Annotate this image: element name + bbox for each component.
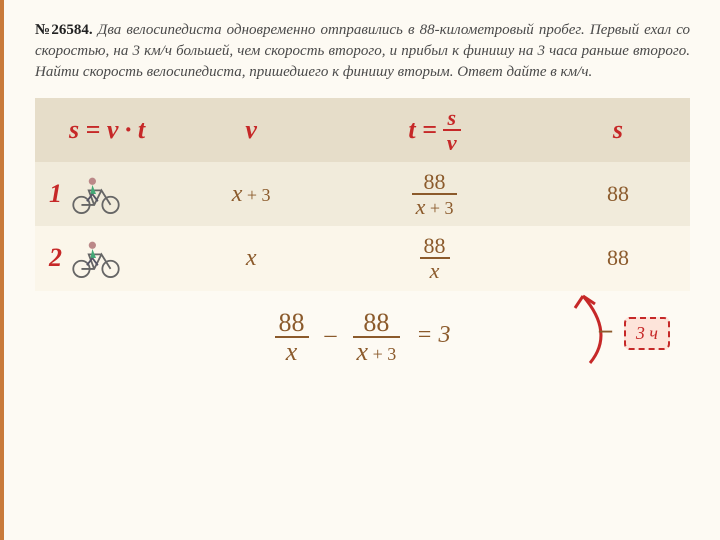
row2-label: 2	[49, 243, 62, 273]
eq-f2-den: x + 3	[353, 338, 401, 365]
row1-time-fraction: 88 x + 3	[412, 170, 458, 218]
row1-label: 1	[49, 179, 62, 209]
row1-t-num: 88	[412, 170, 458, 195]
row1-t-den: x + 3	[412, 195, 458, 218]
time-diff-badge: 3 ч	[624, 317, 670, 350]
eq-f1-den: x	[275, 338, 309, 365]
eq-f2-den-var: x	[357, 337, 369, 366]
cyclist-icon	[68, 238, 124, 278]
table-header-row: s = v · t v t = s v s	[35, 98, 690, 162]
eq-frac2: 88 x + 3	[353, 309, 401, 366]
header-v: v	[245, 115, 257, 144]
row1-velocity: x + 3	[232, 181, 271, 207]
minus-annotation: –	[599, 315, 612, 345]
eq-minus: –	[325, 322, 337, 348]
header-t-formula: t = s v	[408, 106, 460, 154]
curved-arrow-icon	[545, 278, 625, 378]
header-s: s	[613, 115, 623, 144]
row2-t-den: x	[420, 259, 450, 282]
eq-f1-num: 88	[275, 309, 309, 338]
table-row: 1 x + 3 88 x + 3	[35, 162, 690, 226]
frac-den-v: v	[443, 131, 461, 154]
eq-f2-den-rest: + 3	[368, 344, 396, 364]
row2-time-fraction: 88 x	[420, 234, 450, 282]
row1-t-den-var: x	[416, 194, 426, 219]
problem-text-body: Два велосипедиста одновременно отправили…	[35, 22, 690, 80]
eq-f2-num: 88	[353, 309, 401, 338]
eq-rhs: = 3	[416, 322, 450, 348]
row1-distance: 88	[607, 181, 629, 206]
row2-velocity: x	[246, 245, 257, 271]
frac-num-s: s	[443, 106, 461, 131]
cyclist-icon	[68, 174, 124, 214]
eq-frac1: 88 x	[275, 309, 309, 366]
row1-t-den-rest: + 3	[425, 198, 453, 218]
problem-number: №26584.	[35, 22, 93, 38]
problem-statement: №26584. Два велосипедиста одновременно о…	[35, 20, 690, 83]
t-equals: t =	[408, 115, 437, 145]
kinematics-table: s = v · t v t = s v s 1	[35, 98, 690, 291]
row2-t-num: 88	[420, 234, 450, 259]
row1-v-rest: + 3	[242, 185, 270, 205]
row2-distance: 88	[607, 245, 629, 270]
fraction-sv: s v	[443, 106, 461, 154]
row1-v-var: x	[232, 181, 243, 207]
formula-svt: s = v · t	[69, 115, 145, 144]
